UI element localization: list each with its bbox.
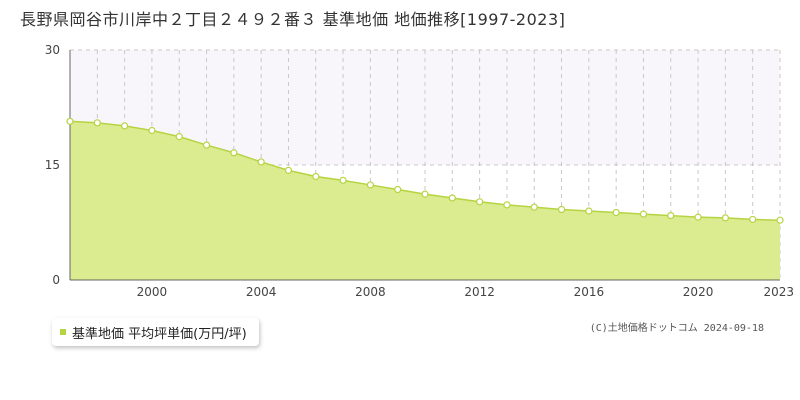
- data-point: [476, 198, 484, 206]
- data-point: [557, 205, 566, 214]
- data-point: [202, 141, 211, 149]
- data-point: [366, 181, 374, 189]
- data-point: [148, 126, 156, 135]
- x-tick-label: 2000: [137, 285, 168, 299]
- data-point: [121, 122, 129, 130]
- y-tick-label: 30: [45, 43, 60, 57]
- data-point: [585, 207, 593, 215]
- data-point: [93, 119, 101, 127]
- data-point: [721, 214, 729, 222]
- data-point: [339, 176, 347, 184]
- data-point: [667, 212, 675, 220]
- legend-label: 基準地価 平均坪単価(万円/坪): [72, 326, 247, 342]
- data-point: [284, 166, 293, 174]
- data-point: [448, 194, 456, 202]
- data-point: [639, 210, 648, 218]
- data-point: [230, 149, 238, 157]
- data-point: [421, 190, 429, 198]
- x-tick-label: 2012: [464, 285, 495, 299]
- data-point: [503, 201, 511, 209]
- data-point: [776, 216, 784, 224]
- data-point: [749, 215, 757, 224]
- x-tick-label: 2004: [246, 285, 277, 299]
- data-point: [312, 172, 320, 181]
- chart-title: 長野県岡谷市川岸中２丁目２４９２番３ 基準地価 地価推移[1997-2023]: [20, 10, 566, 29]
- data-point: [530, 203, 538, 211]
- legend-swatch: [60, 329, 66, 335]
- data-point: [175, 133, 183, 141]
- credit-text: (C)土地価格ドットコム 2024-09-18: [589, 323, 764, 334]
- data-point: [394, 185, 402, 194]
- legend: 基準地価 平均坪単価(万円/坪): [52, 318, 259, 346]
- data-point: [66, 117, 74, 125]
- x-tick-label: 2023: [763, 285, 794, 299]
- data-point: [257, 158, 265, 166]
- series-area: [70, 121, 780, 280]
- x-tick-label: 2008: [355, 285, 386, 299]
- data-point: [694, 213, 702, 221]
- data-point: [612, 208, 620, 217]
- x-tick-label: 2016: [574, 285, 605, 299]
- y-tick-label: 15: [45, 158, 60, 172]
- x-tick-label: 2020: [683, 285, 714, 299]
- y-tick-label: 0: [52, 273, 60, 287]
